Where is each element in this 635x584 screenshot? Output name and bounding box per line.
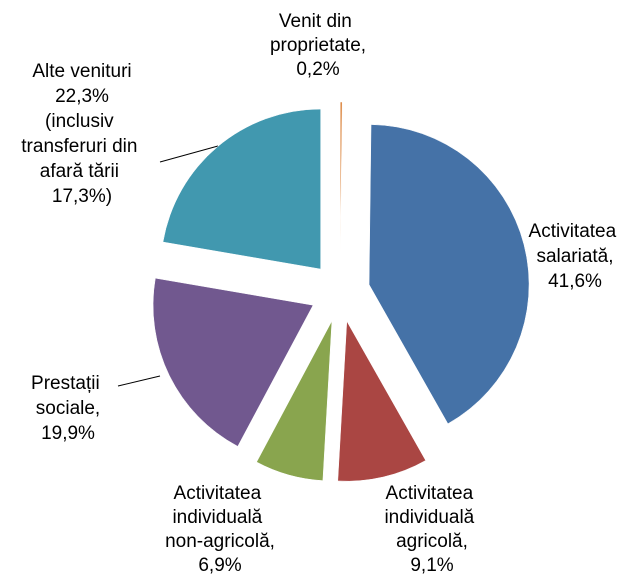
pie-slice [337,320,426,482]
value-label: 0,2% [296,59,339,80]
leader-line [117,375,161,387]
slice-label: Prestații sociale, [31,373,105,419]
pie-slice [152,277,314,447]
value-label: 6,9% [198,555,241,576]
pie-slice [256,320,333,481]
slice-label: Alte venituri [32,61,131,82]
pie-slice [339,101,343,263]
pie-slice [162,108,321,270]
slice-label: Venit din proprietate, [270,11,366,56]
slice-label: Activitatea individuală agricolă, [384,483,479,552]
leader-line [159,145,219,163]
slice-label: Activitatea salariată, [529,221,622,267]
slice-label: Activitatea individuală non-agricolă, [165,483,275,552]
annotation: (inclusiv transferuri din afară tării 17… [21,111,142,207]
value-label: 19,9% [41,423,95,444]
value-label: 41,6% [548,271,602,292]
pie-slice [368,124,530,425]
value-label: 22,3% [55,86,109,107]
value-label: 9,1% [410,555,453,576]
